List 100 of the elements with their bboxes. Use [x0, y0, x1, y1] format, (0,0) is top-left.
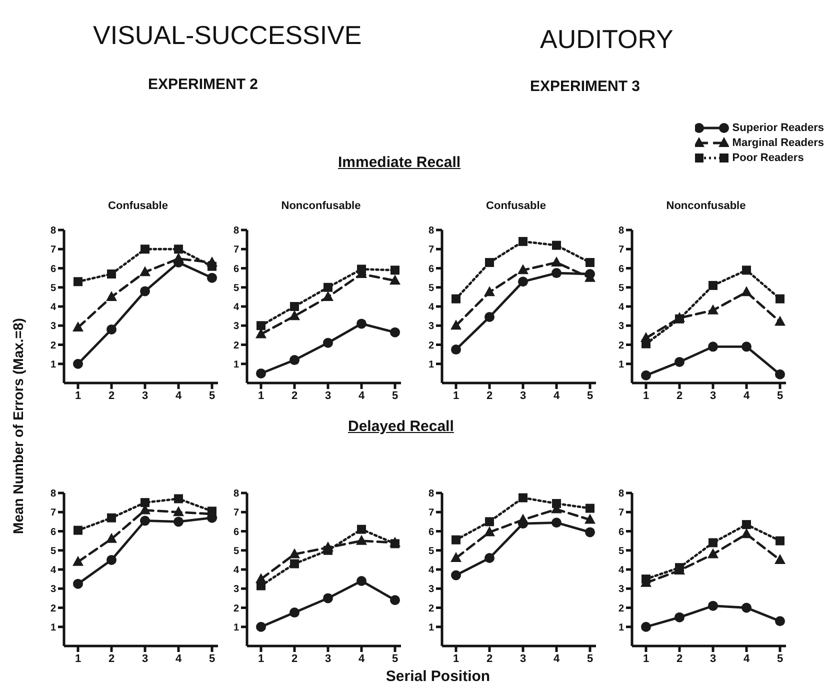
point: [450, 320, 462, 330]
point: [584, 514, 596, 524]
x-tick-label: 5: [208, 390, 216, 402]
point: [518, 276, 528, 287]
y-tick-label: 8: [618, 488, 624, 500]
y-tick-label: 6: [233, 526, 240, 538]
point: [290, 302, 299, 311]
y-tick-label: 6: [618, 526, 624, 538]
x-tick-label: 2: [676, 652, 683, 665]
point: [106, 290, 117, 301]
point: [106, 532, 117, 543]
x-tick-label: 5: [392, 652, 398, 665]
point: [290, 608, 300, 618]
point: [322, 290, 334, 301]
y-tick-label: 7: [233, 508, 240, 519]
x-tick-label: 1: [258, 652, 264, 665]
y-tick-label: 6: [618, 264, 624, 275]
point: [256, 581, 266, 590]
x-tick-label: 1: [74, 390, 82, 402]
y-tick-label: 5: [50, 282, 56, 294]
y-tick-label: 5: [428, 282, 434, 294]
chart-title: Nonconfusable: [280, 200, 362, 214]
y-tick-label: 5: [233, 546, 240, 557]
y-tick-label: 7: [618, 244, 624, 256]
x-tick-label: 2: [486, 652, 493, 665]
legend-label: Superior Readers: [732, 122, 824, 134]
point: [551, 256, 562, 267]
y-axis-title: Mean Number of Errors (Max.=8): [10, 317, 26, 536]
x-tick-label: 5: [208, 652, 216, 665]
y-tick-label: 5: [233, 282, 240, 294]
y-tick-label: 7: [50, 508, 56, 519]
point: [552, 499, 561, 508]
y-tick-label: 4: [428, 302, 434, 314]
point: [73, 578, 83, 589]
point: [207, 272, 217, 283]
y-tick-label: 4: [233, 302, 240, 314]
point: [485, 258, 494, 268]
point: [256, 321, 266, 330]
y-tick-label: 8: [50, 488, 56, 500]
y-tick-label: 5: [618, 546, 624, 557]
point: [484, 312, 494, 322]
x-tick-label: 1: [452, 652, 460, 665]
x-tick-label: 3: [324, 390, 332, 402]
point: [451, 570, 461, 580]
y-tick-label: 8: [233, 488, 240, 500]
text: Immediate Recall: [338, 154, 461, 171]
point: [484, 553, 494, 564]
point: [450, 552, 462, 562]
y-tick-label: 3: [50, 584, 56, 596]
point: [390, 539, 400, 548]
point: [107, 269, 116, 278]
y-tick-label: 4: [618, 565, 624, 576]
chart-title: Confusable: [107, 200, 169, 214]
point: [742, 602, 752, 613]
x-tick-label: 1: [642, 652, 650, 665]
point: [208, 262, 216, 271]
point: [290, 355, 300, 366]
point: [552, 240, 561, 250]
y-tick-label: 2: [233, 340, 240, 352]
point: [356, 534, 367, 545]
x-tick-label: 3: [142, 652, 148, 665]
y-tick-label: 1: [50, 359, 56, 370]
y-tick-label: 7: [428, 244, 434, 256]
point: [106, 324, 116, 334]
y-tick-label: 1: [618, 622, 624, 634]
y-tick-label: 1: [50, 622, 56, 634]
x-tick-label: 4: [358, 390, 366, 402]
point: [674, 612, 684, 622]
x-tick-label: 3: [520, 390, 526, 402]
point: [741, 528, 752, 538]
point: [140, 498, 150, 508]
y-tick-label: 5: [618, 282, 624, 294]
point: [356, 576, 366, 586]
point: [72, 556, 84, 566]
x-tick-label: 1: [258, 390, 264, 402]
point: [140, 286, 150, 296]
y-tick-label: 8: [50, 226, 56, 237]
y-tick-label: 8: [233, 226, 240, 237]
point: [174, 516, 184, 527]
y-tick-label: 3: [428, 321, 434, 332]
x-tick-label: 4: [553, 652, 560, 665]
point: [290, 559, 299, 568]
point: [173, 252, 184, 263]
y-tick-label: 7: [428, 508, 434, 519]
point: [776, 294, 784, 304]
x-tick-label: 3: [520, 652, 526, 665]
point: [708, 342, 718, 352]
point: [356, 318, 366, 329]
x-tick-label: 1: [452, 390, 460, 402]
x-tick-label: 2: [108, 390, 115, 402]
y-tick-label: 6: [50, 264, 56, 275]
chart-title: Nonconfusable: [665, 200, 747, 214]
point: [552, 268, 562, 278]
point: [775, 369, 785, 380]
point: [289, 310, 300, 320]
y-tick-label: 2: [428, 340, 434, 352]
point: [72, 322, 84, 332]
x-tick-label: 2: [676, 390, 683, 402]
point: [485, 517, 494, 526]
y-tick-label: 1: [428, 359, 434, 370]
